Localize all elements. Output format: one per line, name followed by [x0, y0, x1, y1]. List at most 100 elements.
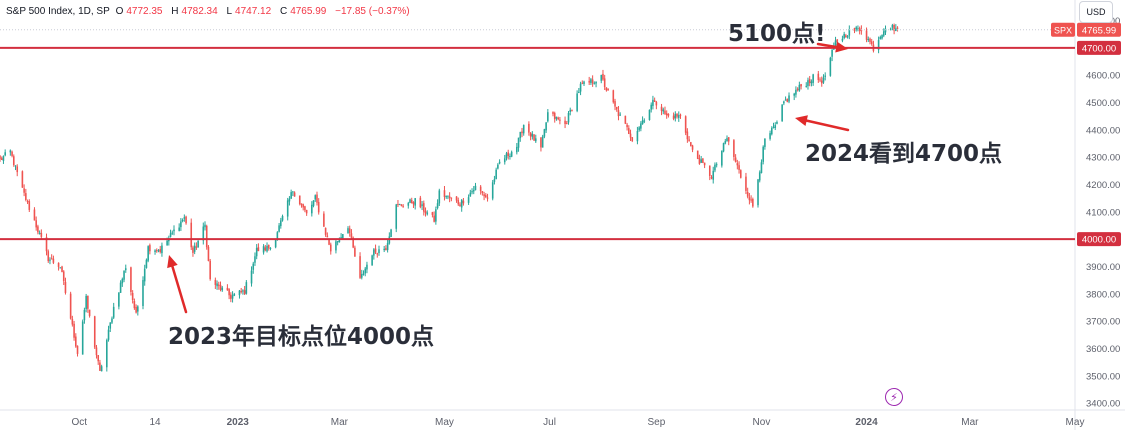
candle-body: [33, 209, 36, 221]
candle-body: [119, 282, 122, 293]
close-value: 4765.99: [290, 6, 327, 17]
candle-body: [503, 158, 506, 163]
candle-body: [281, 215, 284, 221]
close-label: C: [279, 6, 288, 17]
candle-body: [638, 127, 640, 131]
candle-body: [757, 179, 759, 206]
candle-body: [774, 125, 777, 128]
candle-body: [834, 40, 837, 46]
candle-body: [784, 99, 787, 101]
candle-body: [722, 143, 725, 152]
candle-body: [600, 74, 603, 81]
symbol-legend[interactable]: S&P 500 Index, 1D, SP O 4772.35 H 4782.34 …: [6, 6, 413, 17]
candle-body: [493, 179, 496, 182]
candle-body: [758, 172, 761, 181]
horizontal-lines[interactable]: [0, 46, 1075, 241]
price-axis[interactable]: 4800.004700.004600.004500.004400.004300.…: [1086, 16, 1120, 410]
candle-body: [497, 164, 499, 169]
candle-body: [409, 199, 411, 203]
candle-body: [216, 283, 218, 287]
candle-body: [161, 245, 163, 254]
candle-body: [460, 199, 463, 208]
level-label-box: [1077, 40, 1121, 55]
candle-body: [481, 191, 484, 193]
candle-body: [395, 204, 398, 229]
candle-body: [800, 84, 802, 87]
candle-body: [846, 36, 849, 38]
candle-body: [895, 28, 897, 32]
time-axis[interactable]: Oct 14 2023 Mar May Jul Sep Nov 2024 Mar May: [71, 417, 1084, 428]
candle-body: [147, 246, 149, 261]
candle-body: [652, 99, 654, 106]
candle-body: [660, 106, 663, 111]
candle-body: [121, 278, 124, 284]
price-tick-label: 4200.00: [1086, 180, 1120, 191]
candle-body: [703, 162, 706, 166]
candle-body: [73, 323, 75, 338]
candle-body: [154, 250, 156, 253]
candle-body: [397, 204, 399, 206]
candle-body: [336, 241, 339, 243]
annotation-middle: 2024看到4700点: [805, 141, 1003, 167]
candle-body: [708, 165, 711, 176]
lightning-bolt-icon[interactable]: ⚡: [885, 388, 903, 406]
candle-body: [472, 190, 475, 192]
candle-body: [505, 153, 508, 159]
candle-body: [545, 122, 547, 131]
candle-body: [793, 93, 795, 96]
candle-body: [195, 246, 198, 248]
candle-body: [867, 38, 870, 41]
candle-body: [276, 232, 279, 239]
candle-body: [40, 232, 43, 237]
candle-body: [50, 258, 53, 260]
candle-body: [25, 193, 27, 201]
candle-body: [111, 318, 113, 323]
candle-body: [822, 77, 825, 83]
candle-body: [133, 301, 136, 309]
candle-body: [118, 292, 120, 307]
candle-body: [698, 158, 701, 164]
candle-body: [69, 293, 72, 319]
candle-body: [135, 307, 137, 313]
candle-body: [340, 237, 342, 239]
candle-body: [209, 260, 211, 280]
candle-body: [674, 113, 677, 119]
candle-body: [555, 116, 558, 119]
candle-body: [386, 243, 389, 250]
last-price-label: 4765.99: [1082, 25, 1116, 36]
candle-body: [106, 340, 108, 368]
candle-body: [843, 33, 845, 39]
candle-body: [262, 246, 265, 253]
candle-body: [783, 101, 785, 104]
currency-button[interactable]: USD: [1079, 1, 1113, 23]
candle-body: [690, 142, 692, 147]
candle-body: [471, 191, 473, 193]
price-tick-label: 3600.00: [1086, 344, 1120, 355]
candle-body: [467, 197, 470, 203]
candle-body: [385, 248, 387, 251]
candle-body: [269, 247, 272, 249]
candle-body: [288, 198, 291, 202]
candle-body: [891, 25, 894, 28]
arrow-bottom-shaft: [171, 265, 188, 314]
candle-body: [509, 156, 511, 158]
candle-body: [192, 247, 194, 253]
candle-body: [85, 295, 87, 310]
candle-body: [820, 80, 823, 84]
candle-body: [233, 293, 236, 296]
candle-body: [278, 225, 280, 232]
high-value: 4782.34: [181, 6, 218, 17]
candle-body: [376, 253, 379, 255]
candle-body: [390, 229, 392, 237]
candle-body: [602, 73, 604, 80]
candle-body: [342, 234, 344, 239]
candle-body: [547, 112, 549, 122]
candle-body: [59, 267, 62, 269]
candle-body: [841, 38, 844, 41]
candle-body: [326, 235, 329, 238]
candle-body: [531, 133, 534, 137]
candle-body: [565, 122, 568, 124]
candle-body: [688, 139, 690, 141]
candle-body: [193, 245, 196, 252]
